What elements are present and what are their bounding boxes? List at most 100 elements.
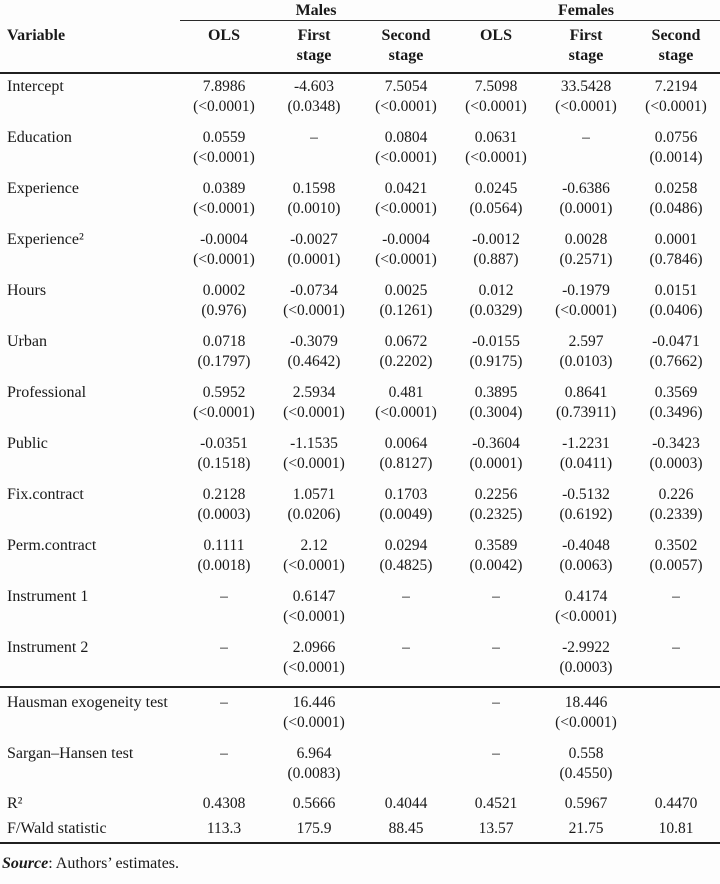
table-row: Instrument 2 – 2.0966 (<0.0001) – – -2.9922 (0.…	[0, 635, 720, 687]
coefficient-cell: 0.0258 (0.0486)	[632, 176, 720, 227]
variable-label: Hausman exogeneity test	[0, 686, 180, 741]
coefficient-cell: 0.0294 (0.4825)	[360, 533, 452, 584]
coefficient-cell: 18.446 (<0.0001)	[540, 686, 632, 741]
table-row: Intercept 7.8986 (<0.0001) -4.603 (0.0348) 7.…	[0, 73, 720, 125]
variable-label: Instrument 1	[7, 588, 89, 605]
coefficient-value	[632, 693, 720, 713]
p-value: (0.0348)	[287, 98, 341, 115]
coefficient-cell: 7.5054 (<0.0001)	[360, 73, 452, 125]
coefficient-cell: -0.0471 (0.7662)	[632, 329, 720, 380]
p-value: (0.3496)	[649, 404, 703, 421]
coefficient-cell: 0.0631 (<0.0001)	[452, 125, 540, 176]
coefficient-value: 0.5967	[564, 795, 608, 812]
p-value: (0.4550)	[559, 765, 613, 782]
p-value: (0.1261)	[379, 302, 433, 319]
coefficient-cell: 0.0756 (0.0014)	[632, 125, 720, 176]
coefficient-cell: -0.0734 (<0.0001)	[268, 278, 360, 329]
p-value: (0.0063)	[559, 557, 613, 574]
p-value: (<0.0001)	[375, 200, 437, 217]
coefficient-value: 1.0571	[292, 486, 336, 503]
coefficient-cell: 13.57	[452, 817, 540, 843]
coefficient-value: –	[492, 745, 500, 762]
coefficient-cell: 0.3569 (0.3496)	[632, 380, 720, 431]
coefficient-value: 0.1598	[292, 180, 336, 197]
source-note: Source: Authors’ estimates.	[0, 853, 720, 875]
p-value: (0.8127)	[379, 455, 433, 472]
coefficient-value: 2.12	[300, 537, 328, 554]
coefficient-value: –	[220, 588, 228, 605]
p-value: (0.2571)	[559, 251, 613, 268]
coefficient-cell: –	[452, 635, 540, 687]
p-value: (<0.0001)	[283, 302, 345, 319]
coefficient-cell: –	[360, 584, 452, 635]
coefficient-value: –	[672, 588, 680, 605]
p-value: (0.976)	[201, 302, 247, 319]
coefficient-value: 0.1111	[203, 537, 245, 554]
p-value: (<0.0001)	[465, 149, 527, 166]
variable-label: Perm.contract	[7, 537, 97, 554]
coefficient-value: 0.4470	[654, 795, 698, 812]
p-value: (0.0003)	[649, 455, 703, 472]
variable-label: Instrument 2	[7, 639, 89, 656]
p-value: (0.0406)	[649, 302, 703, 319]
coefficient-cell: -0.0012 (0.887)	[452, 227, 540, 278]
coefficient-value: 18.446	[564, 694, 608, 711]
p-value: (<0.0001)	[283, 659, 345, 676]
coefficient-value: 13.57	[478, 820, 514, 837]
coefficient-value: -2.9922	[562, 639, 610, 656]
coefficient-value	[632, 744, 720, 764]
p-value: (0.0486)	[649, 200, 703, 217]
coefficient-cell: 0.4174 (<0.0001)	[540, 584, 632, 635]
coefficient-cell: 33.5428 (<0.0001)	[540, 73, 632, 125]
coefficient-cell: 0.0151 (0.0406)	[632, 278, 720, 329]
coefficient-value: 0.3895	[474, 384, 518, 401]
coefficient-value: 0.0025	[384, 282, 428, 299]
group-header-row: Males Females	[0, 1, 720, 21]
column-header-row: Variable OLS First stage Second stage OL…	[0, 20, 720, 74]
coefficient-value: 2.0966	[292, 639, 336, 656]
coefficient-value: 0.0294	[384, 537, 428, 554]
coefficient-value: –	[220, 639, 228, 656]
coefficient-value: –	[220, 694, 228, 711]
p-value: (0.7662)	[649, 353, 703, 370]
coefficient-value: 0.0421	[384, 180, 428, 197]
coefficient-cell: 0.2128 (0.0003)	[180, 482, 268, 533]
coefficient-cell: 0.4044	[360, 792, 452, 817]
coefficient-cell: 2.0966 (<0.0001)	[268, 635, 360, 687]
p-value: (<0.0001)	[193, 251, 255, 268]
p-value: (<0.0001)	[555, 714, 617, 731]
coefficient-cell	[632, 741, 720, 792]
p-value: (<0.0001)	[645, 98, 707, 115]
coefficient-value: 0.4044	[384, 795, 428, 812]
coefficient-cell: -0.0027 (0.0001)	[268, 227, 360, 278]
p-value: (0.0206)	[287, 506, 341, 523]
coefficient-cell: 0.0025 (0.1261)	[360, 278, 452, 329]
coefficient-cell: –	[540, 125, 632, 176]
table-row: Perm.contract 0.1111 (0.0018) 2.12 (<0.0001)…	[0, 533, 720, 584]
coefficient-value: –	[492, 639, 500, 656]
p-value: (0.0018)	[197, 557, 251, 574]
coefficient-value: 0.3589	[474, 537, 518, 554]
coefficient-value: 0.3502	[654, 537, 698, 554]
coefficient-cell: -4.603 (0.0348)	[268, 73, 360, 125]
p-value: (0.2325)	[469, 506, 523, 523]
coefficient-cell	[360, 686, 452, 741]
coefficient-cell: –	[180, 635, 268, 687]
coefficient-cell: –	[180, 584, 268, 635]
coefficient-value: 0.0245	[474, 180, 518, 197]
coefficient-cell: 0.0064 (0.8127)	[360, 431, 452, 482]
column-header-males-second-stage: Second stage	[360, 20, 452, 74]
coefficient-value: -0.0471	[652, 333, 700, 350]
coefficient-cell: 2.597 (0.0103)	[540, 329, 632, 380]
coefficient-value: -0.3079	[290, 333, 338, 350]
p-value: (0.73911)	[555, 404, 617, 421]
coefficient-value: -0.6386	[562, 180, 610, 197]
group-header-spacer	[0, 1, 180, 21]
p-value: (0.4825)	[379, 557, 433, 574]
coefficient-cell: –	[360, 635, 452, 687]
coefficient-cell: –	[268, 125, 360, 176]
coefficient-cell: -0.3423 (0.0003)	[632, 431, 720, 482]
coefficient-value: 0.012	[478, 282, 514, 299]
variable-label: Experience	[7, 180, 79, 197]
